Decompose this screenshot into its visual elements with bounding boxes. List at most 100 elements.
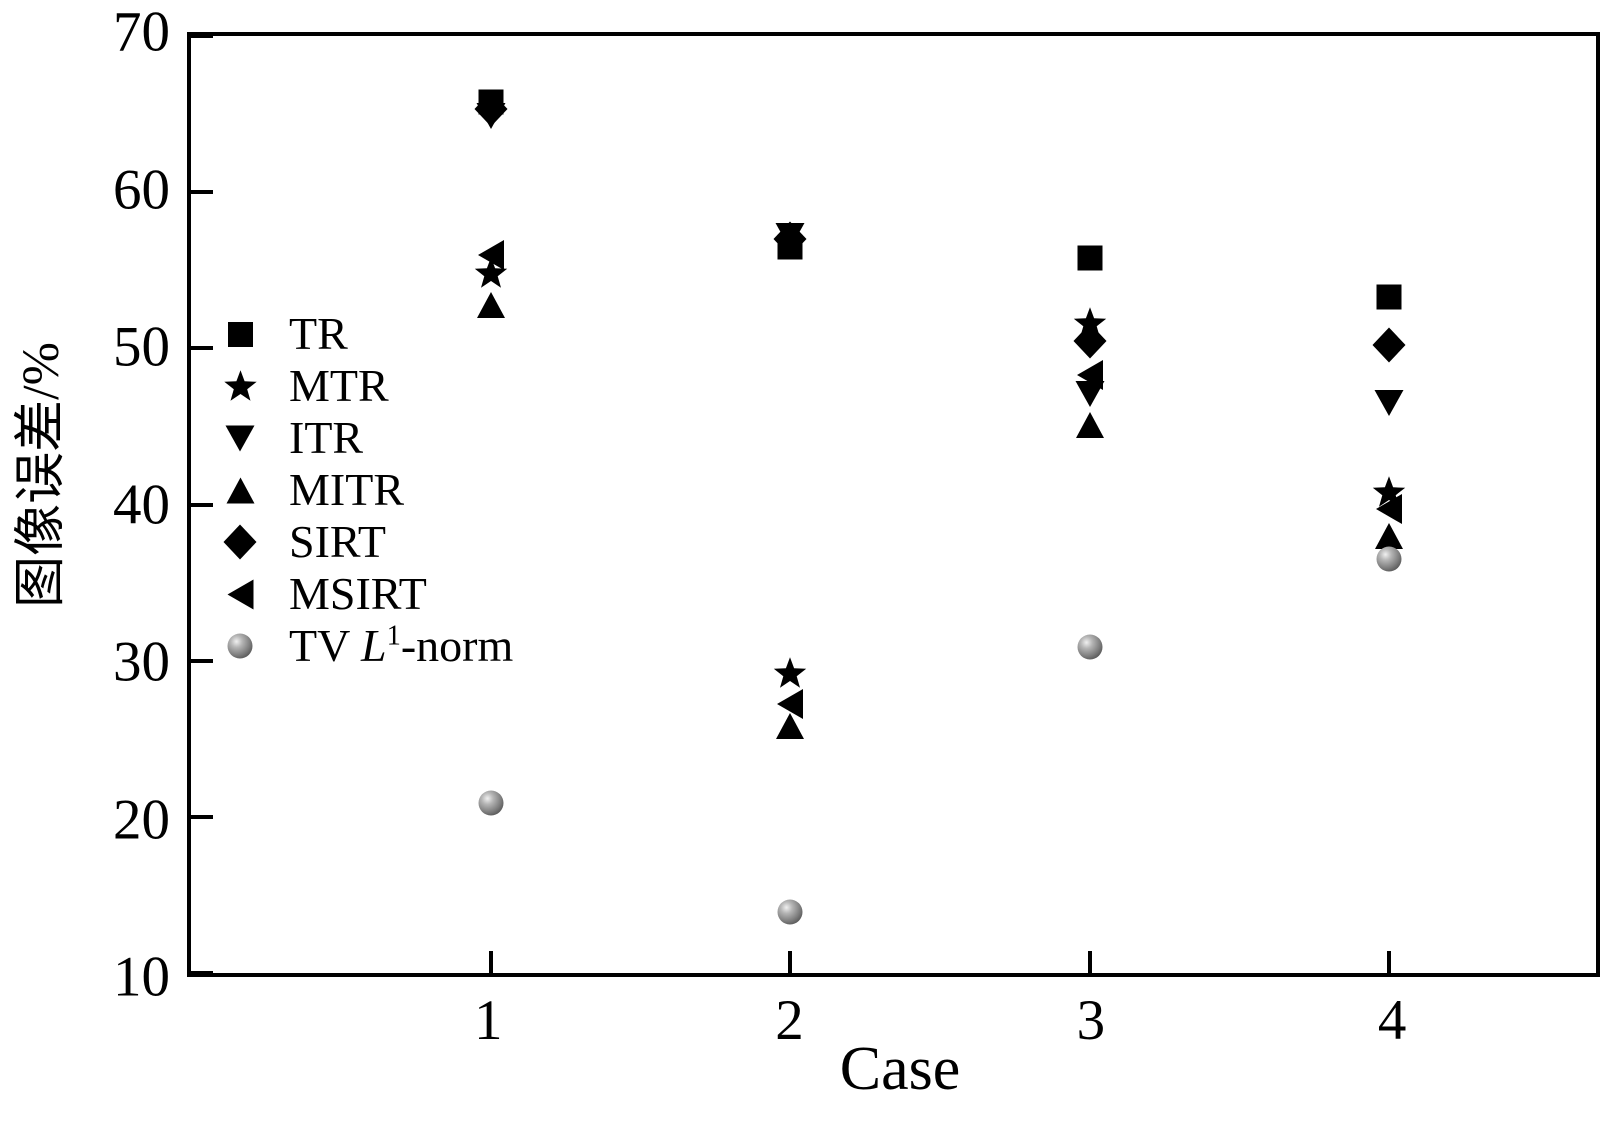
legend-marker-tr xyxy=(217,321,263,348)
data-point-tv-l1-norm-case2 xyxy=(777,899,803,925)
triangle-down-icon xyxy=(1075,380,1105,407)
x-tick-1 xyxy=(488,951,493,973)
y-tick-label-10: 10 xyxy=(113,945,170,1009)
diamond-icon xyxy=(1073,323,1107,359)
data-point-mitr-case2 xyxy=(776,713,805,740)
triangle-left-icon xyxy=(227,579,253,609)
legend-marker-mtr xyxy=(217,370,263,402)
legend-label-mitr: MITR xyxy=(289,464,404,515)
x-axis-title: Case xyxy=(839,1035,961,1103)
triangle-up-icon xyxy=(226,477,254,503)
triangle-up-icon xyxy=(1375,522,1404,549)
legend-marker-msirt xyxy=(217,579,263,610)
triangle-up-icon xyxy=(1075,411,1104,438)
square-icon xyxy=(227,321,253,347)
data-point-msirt-case2 xyxy=(777,689,804,720)
y-tick-label-70: 70 xyxy=(113,0,170,64)
x-tick-4 xyxy=(1387,951,1392,973)
data-point-msirt-case4 xyxy=(1376,494,1403,525)
legend-item-mitr: MITR xyxy=(217,464,513,516)
legend-label-itr: ITR xyxy=(289,412,364,463)
triangle-left-icon xyxy=(777,689,804,720)
y-tick-20 xyxy=(191,814,213,819)
legend-marker-tv-l1-norm xyxy=(217,633,263,659)
plot-area: TR MTR ITR MITR SIRT MSIRT TV L1-norm xyxy=(187,32,1600,977)
diamond-icon xyxy=(223,524,257,560)
y-tick-label-60: 60 xyxy=(113,158,170,221)
y-tick-label-30: 30 xyxy=(113,630,170,694)
legend-item-tr: TR xyxy=(217,308,513,360)
data-point-tv-l1-norm-case4 xyxy=(1376,546,1402,572)
data-point-itr-case4 xyxy=(1374,389,1404,416)
x-tick-label-1: 1 xyxy=(474,989,503,1052)
legend-label-sirt: SIRT xyxy=(289,516,386,567)
data-point-tv-l1-norm-case1 xyxy=(478,790,504,816)
legend: TR MTR ITR MITR SIRT MSIRT TV L1-norm xyxy=(217,308,513,672)
legend-item-msirt: MSIRT xyxy=(217,568,513,620)
data-point-msirt-case3 xyxy=(1076,359,1103,390)
triangle-left-icon xyxy=(477,239,504,270)
triangle-left-icon xyxy=(1376,494,1403,525)
legend-item-itr: ITR xyxy=(217,412,513,464)
square-icon xyxy=(1077,245,1103,271)
legend-marker-sirt xyxy=(217,524,263,560)
y-tick-label-50: 50 xyxy=(113,315,170,379)
diamond-icon xyxy=(773,221,807,257)
legend-label-msirt: MSIRT xyxy=(289,568,427,619)
diamond-icon xyxy=(1372,327,1406,363)
data-point-sirt-case3 xyxy=(1073,323,1107,359)
data-point-msirt-case1 xyxy=(477,239,504,270)
legend-label-tv-l1-norm: TV L1-norm xyxy=(289,620,514,671)
data-point-itr-case3 xyxy=(1075,380,1105,407)
sphere-icon xyxy=(777,899,803,925)
y-tick-60 xyxy=(191,190,213,195)
data-point-mtr-case2 xyxy=(773,657,808,689)
sphere-icon xyxy=(1077,634,1103,660)
data-point-tr-case4 xyxy=(1376,283,1403,310)
legend-marker-itr xyxy=(217,425,263,452)
star-icon xyxy=(474,257,507,289)
y-tick-50 xyxy=(191,346,213,351)
y-axis-title: 图像误差/% xyxy=(13,342,70,608)
legend-item-mtr: MTR xyxy=(217,360,513,412)
y-tick-40 xyxy=(191,502,213,507)
legend-marker-mitr xyxy=(217,477,263,504)
y-tick-label-20: 20 xyxy=(113,788,170,851)
star-icon xyxy=(1073,307,1106,339)
data-point-mitr-case1 xyxy=(476,291,505,318)
data-point-sirt-case2 xyxy=(773,221,807,257)
triangle-up-icon xyxy=(476,291,505,318)
legend-item-sirt: SIRT xyxy=(217,516,513,568)
x-tick-2 xyxy=(788,951,793,973)
y-tick-30 xyxy=(191,658,213,663)
legend-item-tv-l1-norm: TV L1-norm xyxy=(217,620,513,672)
star-icon xyxy=(1373,476,1406,507)
data-point-tv-l1-norm-case3 xyxy=(1077,634,1103,660)
triangle-left-icon xyxy=(1076,359,1103,390)
sphere-icon xyxy=(227,633,253,659)
data-point-tr-case3 xyxy=(1076,244,1103,271)
triangle-down-icon xyxy=(1374,389,1404,416)
data-point-mtr-case3 xyxy=(1072,307,1107,339)
x-tick-label-4: 4 xyxy=(1377,989,1407,1052)
diamond-icon xyxy=(474,91,508,127)
star-icon xyxy=(223,370,257,401)
legend-label-tr: TR xyxy=(289,308,348,359)
sphere-icon xyxy=(478,790,504,816)
x-tick-label-2: 2 xyxy=(775,989,804,1052)
data-point-mtr-case1 xyxy=(473,257,508,289)
square-icon xyxy=(1376,284,1402,310)
data-point-mitr-case3 xyxy=(1075,411,1104,438)
data-point-mtr-case4 xyxy=(1372,476,1407,508)
y-tick-10 xyxy=(191,971,213,975)
y-tick-label-40: 40 xyxy=(113,473,170,536)
x-tick-3 xyxy=(1087,951,1092,973)
legend-label-mtr: MTR xyxy=(289,360,389,411)
triangle-down-icon xyxy=(225,425,255,451)
sphere-icon xyxy=(1376,546,1402,572)
data-point-sirt-case1 xyxy=(474,91,508,127)
data-point-sirt-case4 xyxy=(1372,327,1406,363)
triangle-up-icon xyxy=(776,713,805,740)
star-icon xyxy=(773,657,807,688)
